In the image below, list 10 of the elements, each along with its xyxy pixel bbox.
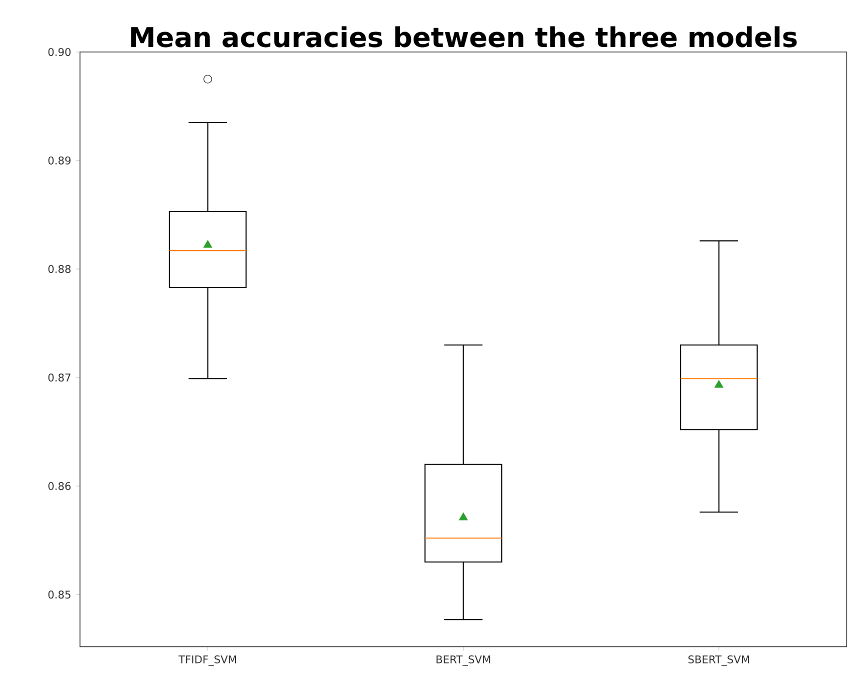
y-tick-label: 0.86 — [48, 482, 71, 490]
x-tick-label: BERT_SVM — [436, 655, 490, 666]
y-tick-label: 0.90 — [48, 48, 71, 56]
x-tick-label: SBERT_SVM — [688, 655, 750, 666]
y-tick-label: 0.89 — [48, 156, 71, 165]
y-tick-label: 0.87 — [48, 374, 70, 382]
y-tick-label: 0.88 — [48, 264, 71, 274]
y-tick-label: 0.85 — [48, 590, 70, 599]
chart-title: Mean accuracies between the three models — [131, 26, 797, 48]
x-tick-label: TFIDF_SVM — [178, 655, 236, 666]
